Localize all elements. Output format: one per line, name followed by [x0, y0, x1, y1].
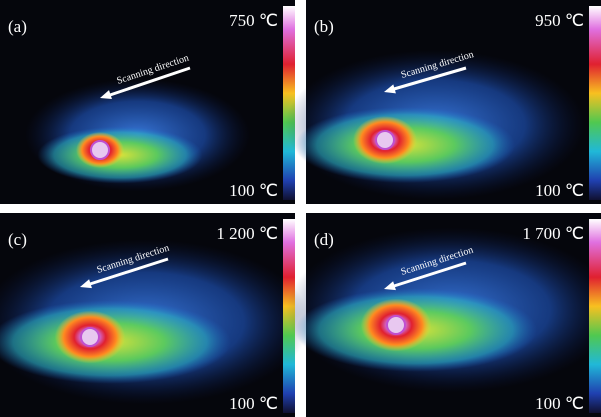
panel-label: (b)	[314, 17, 334, 36]
hot-spot	[81, 328, 99, 346]
hot-spot	[91, 141, 109, 159]
thermal-image	[285, 50, 585, 200]
max-temperature: 1 200 ℃	[216, 224, 278, 243]
figure: Scanning direction(a)750 ℃100 ℃Scanning …	[0, 0, 601, 417]
max-temperature: 1 700 ℃	[522, 224, 584, 243]
min-temperature: 100 ℃	[535, 394, 584, 413]
panel-label: (c)	[8, 230, 27, 249]
hot-spot	[387, 316, 405, 334]
min-temperature: 100 ℃	[535, 181, 584, 200]
max-temperature: 750 ℃	[229, 11, 278, 30]
thermal-image	[286, 228, 601, 393]
max-temperature: 950 ℃	[535, 11, 584, 30]
color-bar	[589, 6, 601, 200]
min-temperature: 100 ℃	[229, 394, 278, 413]
thermal-image	[25, 79, 250, 192]
panel-label: (a)	[8, 17, 27, 36]
min-temperature: 100 ℃	[229, 181, 278, 200]
color-bar	[589, 219, 601, 413]
hot-spot	[376, 131, 394, 149]
panel-label: (d)	[314, 230, 334, 249]
